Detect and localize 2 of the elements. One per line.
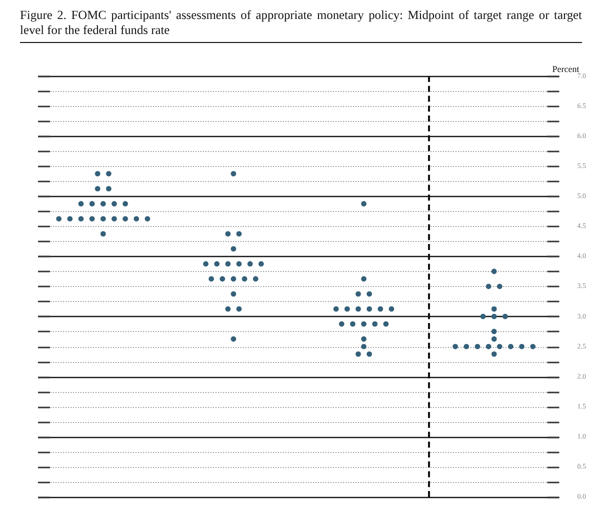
y-axis-title: Percent (552, 64, 580, 74)
chart-title: Figure 2. FOMC participants' assessments of appropriate monetary policy: Midpoint of target range or target level for the federal funds rate (20, 8, 582, 43)
